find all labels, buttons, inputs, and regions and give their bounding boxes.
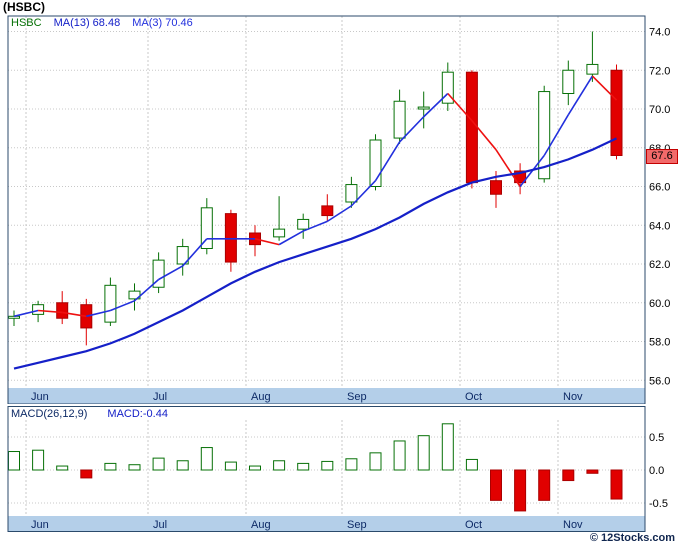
svg-text:Nov: Nov <box>563 391 583 403</box>
svg-text:Aug: Aug <box>251 391 271 403</box>
svg-text:62.0: 62.0 <box>649 259 670 271</box>
svg-text:Nov: Nov <box>563 519 583 531</box>
last-price-badge: 67.6 <box>646 148 678 164</box>
svg-text:0.0: 0.0 <box>649 465 664 477</box>
svg-text:Jul: Jul <box>153 391 167 403</box>
macd-label: MACD(26,12,9) <box>11 408 88 420</box>
svg-text:Sep: Sep <box>347 391 367 403</box>
legend-ma3: MA(3) 70.46 <box>132 17 193 29</box>
svg-text:72.0: 72.0 <box>649 65 670 77</box>
svg-text:64.0: 64.0 <box>649 220 670 232</box>
legend-ma13: MA(13) 68.48 <box>53 17 121 29</box>
svg-text:60.0: 60.0 <box>649 298 670 310</box>
macd-panel: 0.5 0.0 -0.5 Jun Jul Aug Sep Oct Nov MACD(26,12,… <box>0 406 680 532</box>
svg-text:Jun: Jun <box>31 391 49 403</box>
svg-text:-0.5: -0.5 <box>649 498 668 510</box>
legend-symbol: HSBC <box>11 17 42 29</box>
price-legend: HSBC MA(13) 68.48 MA(3) 70.46 <box>11 17 193 29</box>
svg-text:Jun: Jun <box>31 519 49 531</box>
price-chart-svg: 74.072.070.068.066.064.062.060.058.056.0… <box>7 15 670 404</box>
svg-text:Aug: Aug <box>251 519 271 531</box>
svg-text:Jul: Jul <box>153 519 167 531</box>
svg-text:56.0: 56.0 <box>649 375 670 387</box>
svg-text:Oct: Oct <box>465 391 482 403</box>
svg-text:74.0: 74.0 <box>649 27 670 39</box>
svg-text:0.5: 0.5 <box>649 432 664 444</box>
price-panel: 74.072.070.068.066.064.062.060.058.056.0… <box>0 14 680 404</box>
page-title: (HSBC) <box>3 0 45 14</box>
svg-text:Oct: Oct <box>465 519 482 531</box>
svg-text:Sep: Sep <box>347 519 367 531</box>
macd-chart-svg: 0.5 0.0 -0.5 Jun Jul Aug Sep Oct Nov <box>7 406 668 532</box>
macd-value: MACD:-0.44 <box>107 408 168 420</box>
copyright-credit[interactable]: © 12Stocks.com <box>589 532 675 544</box>
svg-text:70.0: 70.0 <box>649 104 670 116</box>
svg-text:58.0: 58.0 <box>649 337 670 349</box>
macd-legend: MACD(26,12,9) MACD:-0.44 <box>11 408 168 420</box>
svg-text:66.0: 66.0 <box>649 182 670 194</box>
